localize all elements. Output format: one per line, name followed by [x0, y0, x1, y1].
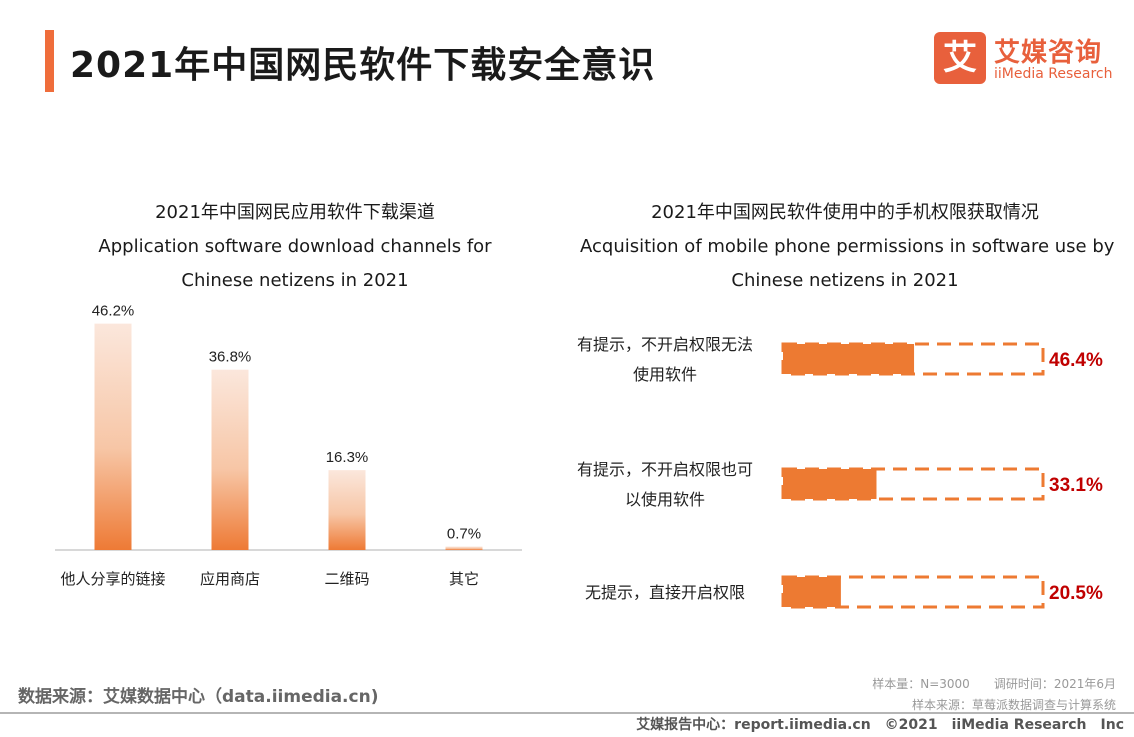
logo-name-en: iiMedia Research	[994, 66, 1113, 82]
channel-value-label: 46.2%	[92, 303, 135, 320]
channel-category-label: 其它	[449, 570, 479, 588]
logo-name-cn: 艾媒咨询	[994, 38, 1103, 68]
download-channels-chart: 46.2% 他人分享的链接 36.8% 应用商店 16.3% 二维码 0.7% 其它	[55, 303, 522, 588]
permission-bar	[783, 469, 877, 499]
permission-category-label: 有提示，不开启权限无法	[577, 335, 753, 354]
sample-source: 样本来源：草莓派数据调查与计算系统	[911, 698, 1116, 712]
brand-logo: 艾 艾媒咨询 iiMedia Research	[934, 32, 1114, 86]
download-channels-title: 2021年中国网民应用软件下载渠道 Application software d…	[60, 196, 530, 298]
sample-info: 样本量：N=3000 调研时间：2021年6月	[872, 677, 1116, 691]
channel-bar	[94, 323, 132, 550]
permission-track	[781, 575, 1045, 609]
channel-value-label: 0.7%	[447, 526, 481, 543]
permission-value-label: 46.4%	[1049, 350, 1103, 371]
footer-divider	[0, 712, 1134, 714]
title-accent-bar	[45, 30, 54, 92]
data-source: 数据来源：艾媒数据中心（data.iimedia.cn)	[18, 687, 379, 707]
logo-glyph: 艾	[943, 38, 977, 78]
logo-mark	[934, 32, 986, 84]
permissions-title: 2021年中国网民软件使用中的手机权限获取情况 Acquisition of m…	[580, 196, 1115, 298]
download-channels-title-en-1: Application software download channels f…	[98, 236, 492, 257]
channel-category-label: 应用商店	[200, 570, 260, 588]
permission-track	[781, 467, 1045, 501]
channel-bar	[211, 369, 249, 550]
download-channels-title-cn: 2021年中国网民应用软件下载渠道	[155, 202, 435, 223]
permissions-title-cn: 2021年中国网民软件使用中的手机权限获取情况	[651, 202, 1039, 223]
download-channels-title-en-2: Chinese netizens in 2021	[181, 270, 409, 291]
permission-category-label: 使用软件	[633, 365, 697, 384]
channel-bar	[445, 546, 483, 550]
copyright: 艾媒报告中心：report.iimedia.cn ©2021 iiMedia R…	[636, 717, 1124, 733]
channel-category-label: 他人分享的链接	[60, 570, 165, 588]
permission-category-label: 有提示，不开启权限也可	[577, 460, 753, 479]
permission-category-label: 无提示，直接开启权限	[585, 583, 745, 602]
page-title: 2021年中国网民软件下载安全意识	[70, 45, 656, 86]
permission-value-label: 20.5%	[1049, 583, 1103, 604]
permissions-title-en-2: Chinese netizens in 2021	[731, 270, 959, 291]
channel-bar	[328, 470, 366, 550]
permission-category-label: 以使用软件	[625, 490, 705, 509]
channel-value-label: 16.3%	[326, 449, 369, 466]
channel-category-label: 二维码	[324, 570, 369, 588]
channel-value-label: 36.8%	[209, 349, 252, 366]
permission-value-label: 33.1%	[1049, 475, 1103, 496]
permission-bar	[783, 344, 915, 374]
permission-bar	[783, 577, 841, 607]
permissions-title-en-1: Acquisition of mobile phone permissions …	[580, 236, 1115, 257]
